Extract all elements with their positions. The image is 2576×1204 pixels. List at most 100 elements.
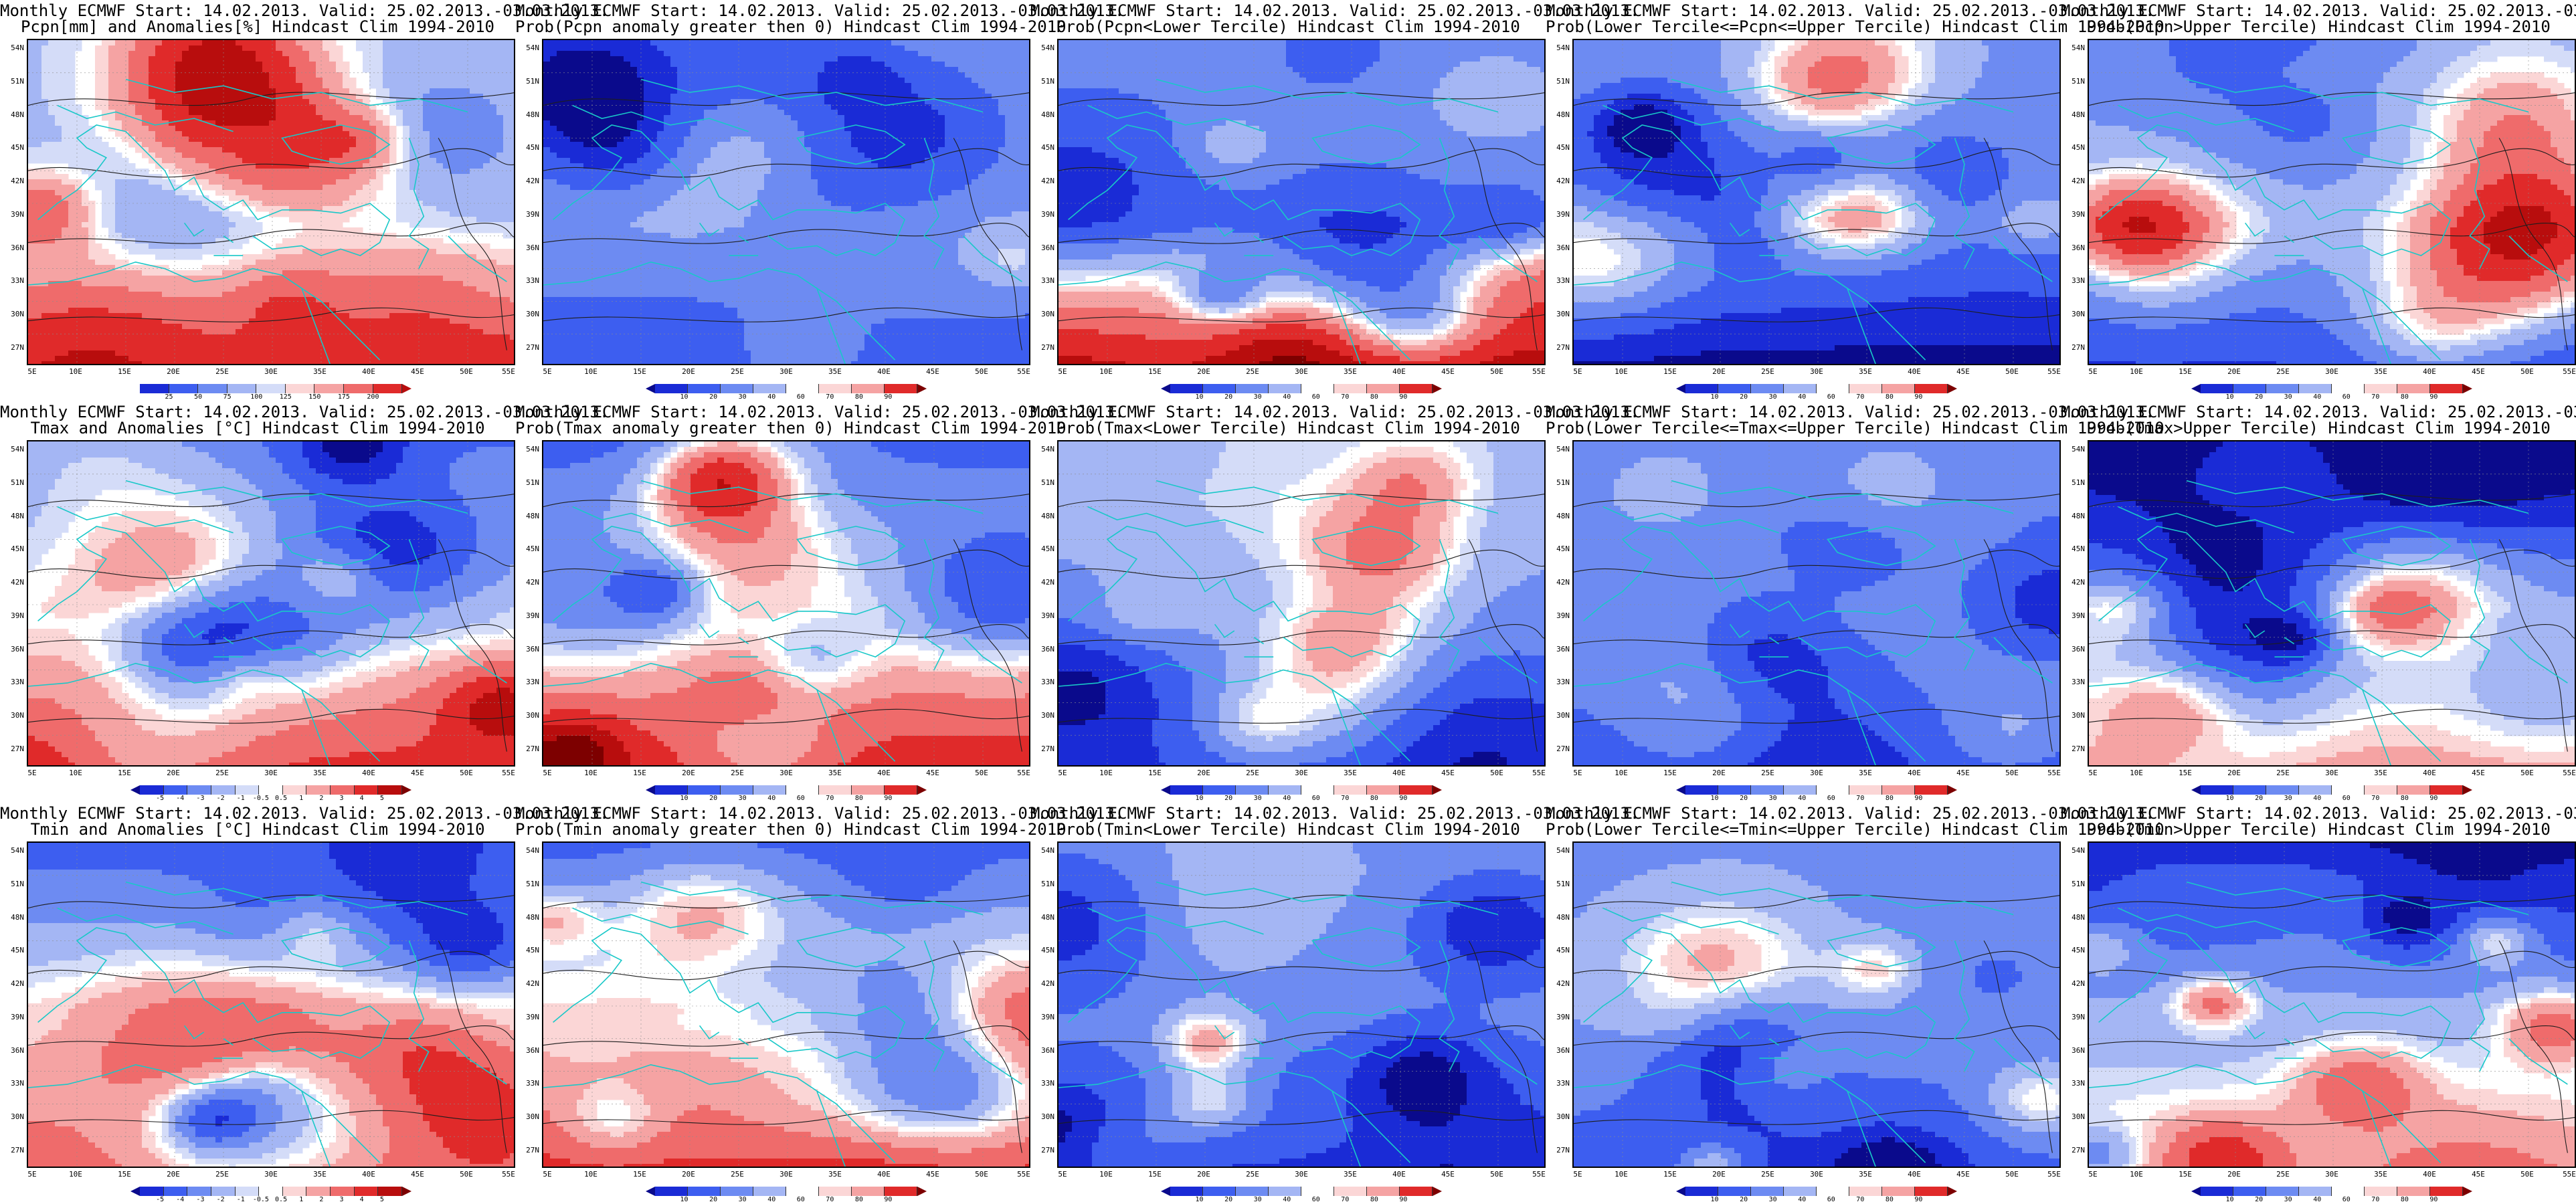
longitude-label: 50E: [2520, 368, 2534, 376]
colorbar-tick-label: 90: [2429, 393, 2437, 401]
map-area: [1057, 440, 1546, 767]
latitude-label: 30N: [2061, 310, 2085, 318]
colorbar-swatch: [885, 785, 917, 795]
colorbar-tick-label: 30: [1254, 795, 1262, 803]
latitude-label: 51N: [515, 880, 539, 888]
colorbar-swatch: [2332, 785, 2365, 795]
longitude-label: 45E: [411, 1171, 424, 1179]
latitude-label: 42N: [1030, 980, 1054, 988]
colorbar-swatch: [373, 384, 403, 393]
colorbar: [646, 384, 927, 393]
latitude-label: 51N: [2061, 78, 2085, 86]
colorbar-swatch: [2430, 384, 2463, 393]
longitude-label: 5E: [1058, 368, 1067, 376]
colorbar-tick-label: 40: [1283, 393, 1291, 401]
map-field: [1574, 441, 2061, 767]
latitude-label: 36N: [515, 244, 539, 252]
colorbar-swatch: [1400, 1187, 1433, 1196]
colorbar-left-arrow: [646, 384, 655, 393]
longitude-label: 45E: [926, 368, 939, 376]
latitude-label: 45N: [1030, 545, 1054, 553]
map-area: [2088, 440, 2576, 767]
colorbar-tick-label: 80: [855, 393, 863, 401]
colorbar: [1676, 785, 1957, 795]
longitude-label: 40E: [877, 368, 891, 376]
colorbar-swatch: [1269, 384, 1301, 393]
colorbar-swatch: [1882, 785, 1915, 795]
latitude-label: 39N: [515, 211, 539, 219]
colorbar-tick-label: 20: [709, 1196, 717, 1204]
longitude-label: 5E: [543, 1171, 551, 1179]
latitude-label: 42N: [0, 177, 24, 185]
longitude-label: 45E: [2472, 769, 2485, 777]
longitude-label: 10E: [584, 1171, 597, 1179]
latitude-label: 33N: [1546, 277, 1570, 285]
longitude-label: 40E: [1392, 368, 1406, 376]
colorbar-tick-label: 90: [884, 393, 892, 401]
panel-title-line2: Prob(Pcpn anomaly greater then 0) Hindca…: [515, 19, 1030, 35]
colorbar-tick-label: 20: [1740, 393, 1748, 401]
panel-title-line1: Monthly ECMWF Start: 14.02.2013. Valid: …: [1030, 805, 1546, 821]
longitude-label: 40E: [1908, 368, 1921, 376]
colorbar-right-arrow: [1433, 785, 1442, 795]
longitude-label: 20E: [1712, 368, 1726, 376]
colorbar-tick-label: 80: [1885, 795, 1894, 803]
latitude-label: 54N: [1030, 445, 1054, 454]
colorbar-left-arrow: [1161, 1187, 1170, 1196]
colorbar-swatch: [169, 384, 199, 393]
colorbar-swatch: [259, 1187, 283, 1196]
panel-title-line2: Pcpn[mm] and Anomalies[%] Hindcast Clim …: [0, 19, 515, 35]
colorbar: [1676, 384, 1957, 393]
latitude-label: 36N: [2061, 244, 2085, 252]
colorbar-right-arrow: [1948, 384, 1957, 393]
latitude-label: 39N: [1030, 211, 1054, 219]
colorbar-tick-label: 30: [2284, 1196, 2292, 1204]
colorbar-swatch: [344, 384, 373, 393]
map-field: [2089, 40, 2576, 365]
colorbar: [646, 785, 927, 795]
latitude-label: 27N: [515, 1146, 539, 1155]
colorbar-swatch: [1751, 384, 1784, 393]
colorbar-tick-label: 0.5: [275, 1196, 287, 1204]
longitude-label: 5E: [1573, 1171, 1582, 1179]
colorbar-tick-label: -4: [176, 795, 184, 803]
colorbar-swatch: [2266, 785, 2299, 795]
longitude-label: 55E: [2563, 1171, 2576, 1179]
longitude-label: 40E: [1908, 769, 1921, 777]
panel-title-line1: Monthly ECMWF Start: 14.02.2013. Valid: …: [1546, 3, 2061, 19]
map-area: [2088, 841, 2576, 1168]
longitude-label: 40E: [362, 1171, 375, 1179]
colorbar-tick-label: -2: [217, 795, 225, 803]
latitude-label: 54N: [0, 445, 24, 454]
latitude-label: 33N: [1546, 678, 1570, 686]
colorbar-swatch: [753, 785, 786, 795]
colorbar: [1676, 1187, 1957, 1196]
colorbar-tick-label: 90: [884, 1196, 892, 1204]
colorbar-tick-label: 10: [2226, 393, 2234, 401]
latitude-label: 42N: [515, 177, 539, 185]
latitude-label: 48N: [0, 914, 24, 922]
latitude-label: 45N: [0, 946, 24, 955]
longitude-label: 50E: [460, 769, 473, 777]
colorbar-swatch: [1685, 1187, 1718, 1196]
latitude-label: 27N: [2061, 344, 2085, 352]
longitude-label: 55E: [2047, 1171, 2061, 1179]
colorbar-swatch: [688, 1187, 721, 1196]
longitude-label: 25E: [2276, 368, 2290, 376]
colorbar-swatch: [688, 384, 721, 393]
longitude-label: 25E: [1246, 368, 1259, 376]
colorbar-left-arrow: [646, 785, 655, 795]
longitude-label: 40E: [1908, 1171, 1921, 1179]
latitude-label: 48N: [1030, 914, 1054, 922]
map-field: [1574, 843, 2061, 1168]
latitude-label: 39N: [0, 211, 24, 219]
colorbar-swatch: [1170, 785, 1203, 795]
colorbar-swatch: [2397, 1187, 2430, 1196]
longitude-label: 40E: [2423, 769, 2436, 777]
colorbar-tick-label: 80: [2401, 795, 2409, 803]
longitude-label: 35E: [313, 769, 327, 777]
colorbar-swatch: [1301, 384, 1334, 393]
longitude-label: 50E: [2005, 368, 2019, 376]
longitude-label: 15E: [633, 769, 646, 777]
colorbar-tick-label: -3: [196, 1196, 204, 1204]
